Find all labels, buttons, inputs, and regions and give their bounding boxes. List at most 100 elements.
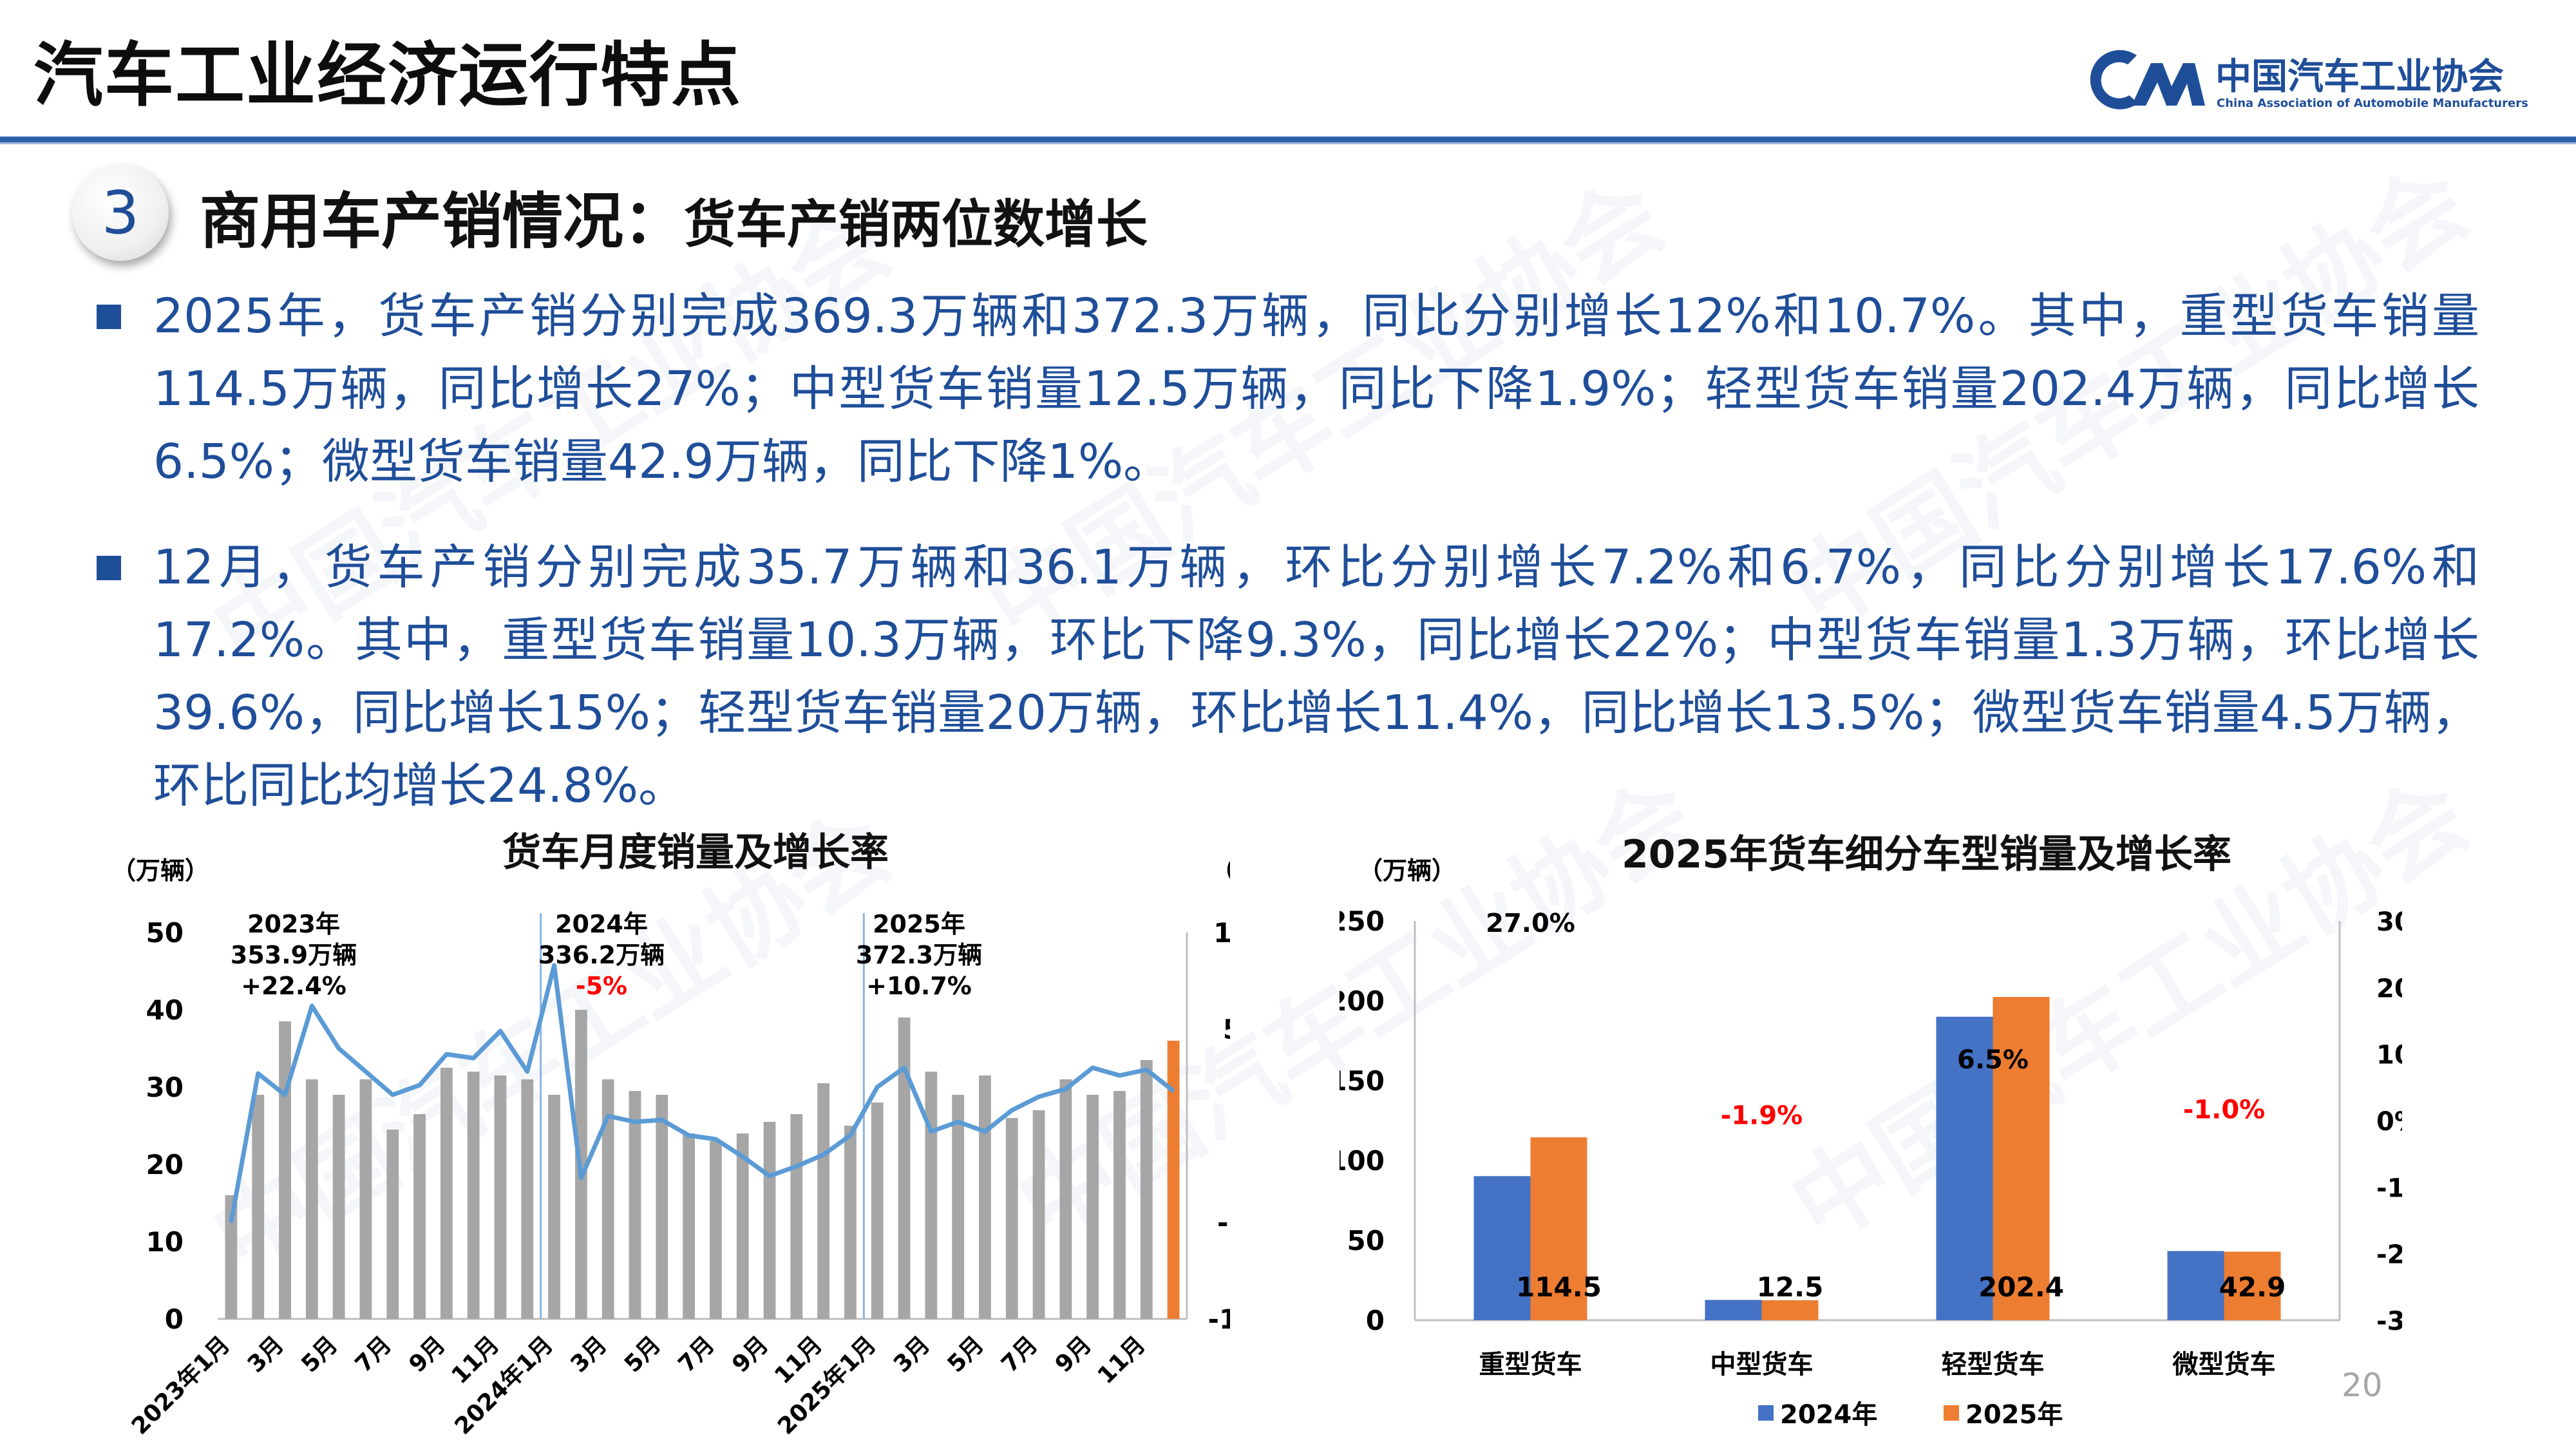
chart1-annotation-year: 2023年 <box>247 910 340 938</box>
chart1-growth-point <box>822 1153 825 1156</box>
chart2-y-left-tick: 50 <box>1347 1225 1385 1256</box>
chart1-monthly-sales: （万辆）（%）01020304050-100-500501002023年1月3月… <box>111 857 1230 1440</box>
chart1-growth-point <box>392 1094 394 1096</box>
chart1-x-tick: 3月 <box>243 1331 289 1378</box>
chart1-growth-point <box>553 964 556 967</box>
page-number: 20 <box>2342 1367 2383 1404</box>
chart2-category-label: 重型货车 <box>1479 1350 1582 1379</box>
chart1-x-tick: 9月 <box>1050 1331 1097 1378</box>
chart1-sales-bar <box>359 1079 372 1319</box>
chart2-value-label: 202.4 <box>1978 1271 2064 1303</box>
chart2-y-right-tick: 30% <box>2376 907 2402 937</box>
chart1-y-left-tick: 0 <box>165 1303 184 1335</box>
chart1-sales-bar <box>629 1091 641 1319</box>
bullet-text: 12月，货车产销分别完成35.7万辆和36.1万辆，环比分别增长7.2%和6.7… <box>153 540 2479 813</box>
section-number: 3 <box>101 178 140 247</box>
chart1-sales-bar <box>252 1095 265 1319</box>
chart1-growth-point <box>310 1005 313 1007</box>
chart2-value-label: 114.5 <box>1516 1271 1602 1303</box>
chart1-growth-point <box>849 1134 851 1137</box>
chart2-growth-label: -1.9% <box>1721 1101 1803 1131</box>
bullet-text: 2025年，货车产销分别完成369.3万辆和372.3万辆，同比分别增长12%和… <box>153 289 2479 489</box>
chart1-annotation-growth: -5% <box>576 972 627 1000</box>
chart1-growth-line <box>229 963 1175 1223</box>
chart1-sales-bar <box>925 1072 938 1319</box>
chart1-y-left-tick: 40 <box>146 994 184 1026</box>
chart1-growth-point <box>768 1175 771 1177</box>
chart1-x-tick: 7月 <box>674 1331 720 1378</box>
chart1-growth-point <box>1010 1109 1013 1112</box>
section-title-main: 商用车产销情况： <box>200 187 685 257</box>
chart1-growth-point <box>419 1084 421 1086</box>
chart1-growth-point <box>230 1221 232 1224</box>
chart2-legend-swatch-2024 <box>1758 1405 1774 1421</box>
chart1-x-tick: 3月 <box>889 1331 935 1378</box>
chart1-x-tick: 7月 <box>350 1331 397 1378</box>
chart1-annotation-year: 2024年 <box>555 910 648 938</box>
chart1-y-right-tick: 50 <box>1223 1014 1230 1045</box>
chart1-sales-bar <box>763 1122 776 1319</box>
chart2-y-left-tick: 100 <box>1340 1145 1385 1177</box>
chart1-sales-bar <box>683 1133 696 1319</box>
chart1-sales-bar <box>413 1114 426 1319</box>
chart1-growth-point <box>257 1072 260 1075</box>
chart1-annotation-growth: +22.4% <box>241 972 346 1000</box>
chart2-title: 2025年货车细分车型销量及增长率 <box>1622 832 2231 877</box>
chart2-growth-label: 27.0% <box>1486 909 1575 938</box>
chart2-legend-label-2025: 2025年 <box>1965 1400 2063 1430</box>
chart1-growth-point <box>284 1094 287 1096</box>
chart2-legend-label-2024: 2024年 <box>1780 1400 1877 1430</box>
chart1-sales-bar <box>979 1075 991 1319</box>
chart1-x-tick: 7月 <box>996 1331 1043 1378</box>
chart2-bar-2024 <box>2167 1251 2224 1320</box>
chart1-annotation-total: 336.2万辆 <box>538 941 665 969</box>
chart1-growth-point <box>337 1047 340 1050</box>
chart1-x-tick: 5月 <box>943 1331 989 1378</box>
chart1-growth-point <box>741 1155 744 1158</box>
chart2-y-right-tick: -20% <box>2376 1240 2402 1270</box>
page-title: 汽车工业经济运行特点 <box>33 35 743 116</box>
chart1-sales-bar <box>871 1103 884 1319</box>
chart1-growth-point <box>876 1086 878 1088</box>
bullet-square-icon <box>97 305 121 329</box>
org-logo: 中国汽车工业协会 China Association of Automobile… <box>2087 44 2537 121</box>
chart1-growth-point <box>634 1121 636 1123</box>
chart1-growth-point <box>365 1070 367 1073</box>
chart2-growth-label: -1.0% <box>2183 1095 2266 1124</box>
chart2-category-label: 微型货车 <box>2172 1350 2276 1379</box>
chart1-y-right-tick: -50 <box>1217 1207 1230 1238</box>
chart1-sales-bar <box>548 1095 560 1319</box>
chart2-y-right-tick: 0% <box>2376 1107 2402 1137</box>
bullet-item: 2025年，货车产销分别完成369.3万辆和372.3万辆，同比分别增长12%和… <box>97 280 2479 498</box>
chart1-x-tick: 5月 <box>296 1331 343 1378</box>
chart1-sales-bar <box>305 1079 318 1319</box>
chart1-growth-point <box>526 1070 529 1073</box>
chart1-growth-point <box>1145 1068 1148 1071</box>
chart1-annotation-total: 372.3万辆 <box>856 941 982 969</box>
chart1-sales-bar <box>440 1068 453 1319</box>
chart1-sales-bar <box>736 1133 749 1319</box>
chart2-y-right-tick: -10% <box>2376 1173 2402 1203</box>
chart2-value-label: 42.9 <box>2219 1271 2286 1303</box>
chart1-sales-bar <box>601 1079 614 1319</box>
chart2-category-label: 轻型货车 <box>1942 1350 2045 1379</box>
cam-logo-icon <box>2090 50 2205 109</box>
bullet-item: 12月，货车产销分别完成35.7万辆和36.1万辆，环比分别增长7.2%和6.7… <box>97 531 2479 822</box>
chart1-growth-point <box>1092 1066 1094 1069</box>
chart1-x-tick: 3月 <box>565 1331 612 1378</box>
chart1-title: 货车月度销量及增长率 <box>502 830 889 875</box>
chart2-bar-2024 <box>1936 1016 1993 1320</box>
chart1-sales-bar <box>952 1095 965 1319</box>
chart1-sales-bar <box>521 1079 534 1319</box>
chart2-segment-sales: （万辆） 0 50 100 150 200 250 -30% -20% -10% 0% 10% 20% 3… <box>1340 857 2402 1430</box>
chart1-sales-bar <box>790 1114 803 1319</box>
chart1-sales-bar <box>898 1018 911 1319</box>
chart1-sales-bar <box>1113 1091 1126 1319</box>
chart2-category-label: 中型货车 <box>1710 1350 1814 1379</box>
chart1-sales-bar <box>1086 1095 1099 1319</box>
chart1-x-tick: 9月 <box>404 1331 451 1378</box>
chart2-value-label: 12.5 <box>1757 1271 1824 1303</box>
chart1-sales-bar <box>386 1130 399 1319</box>
org-name-cn: 中国汽车工业协会 <box>2215 56 2504 98</box>
chart1-growth-point <box>580 1177 582 1179</box>
